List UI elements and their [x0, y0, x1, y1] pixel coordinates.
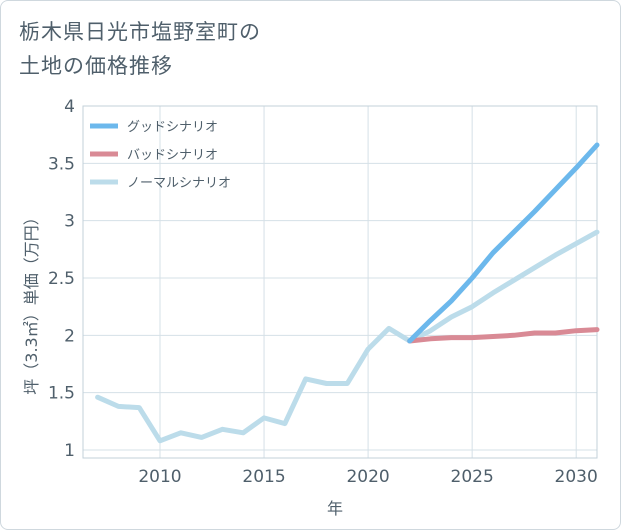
y-tick-label: 3.5	[48, 154, 75, 174]
plot-frame	[82, 105, 598, 459]
x-tick-label: 2030	[555, 467, 598, 487]
x-axis-title: 年	[327, 499, 343, 518]
series-line-2	[95, 229, 600, 444]
legend-label: グッドシナリオ	[127, 120, 218, 135]
y-tick-label: 4	[64, 97, 75, 117]
x-tick-label: 2020	[346, 467, 389, 487]
chart-title: 栃木県日光市塩野室町の 土地の価格推移	[19, 15, 439, 83]
chart-title-line1: 栃木県日光市塩野室町の	[19, 20, 261, 44]
y-axis-title: 坪（3.3㎡）単価（万円）	[22, 209, 41, 394]
chart-title-line2: 土地の価格推移	[19, 54, 173, 78]
y-tick-label: 1	[64, 441, 75, 461]
series-line-1	[407, 327, 600, 344]
x-tick-label: 2025	[451, 467, 494, 487]
series-line-0	[407, 142, 600, 344]
y-tick-label: 3	[64, 212, 75, 232]
y-tick-label: 2.5	[48, 269, 75, 289]
legend-label: ノーマルシナリオ	[127, 176, 231, 191]
y-tick-label: 1.5	[48, 384, 75, 404]
y-tick-label: 2	[64, 326, 75, 346]
x-tick-label: 2015	[242, 467, 285, 487]
x-tick-label: 2010	[138, 467, 181, 487]
legend-label: バッドシナリオ	[127, 148, 218, 163]
